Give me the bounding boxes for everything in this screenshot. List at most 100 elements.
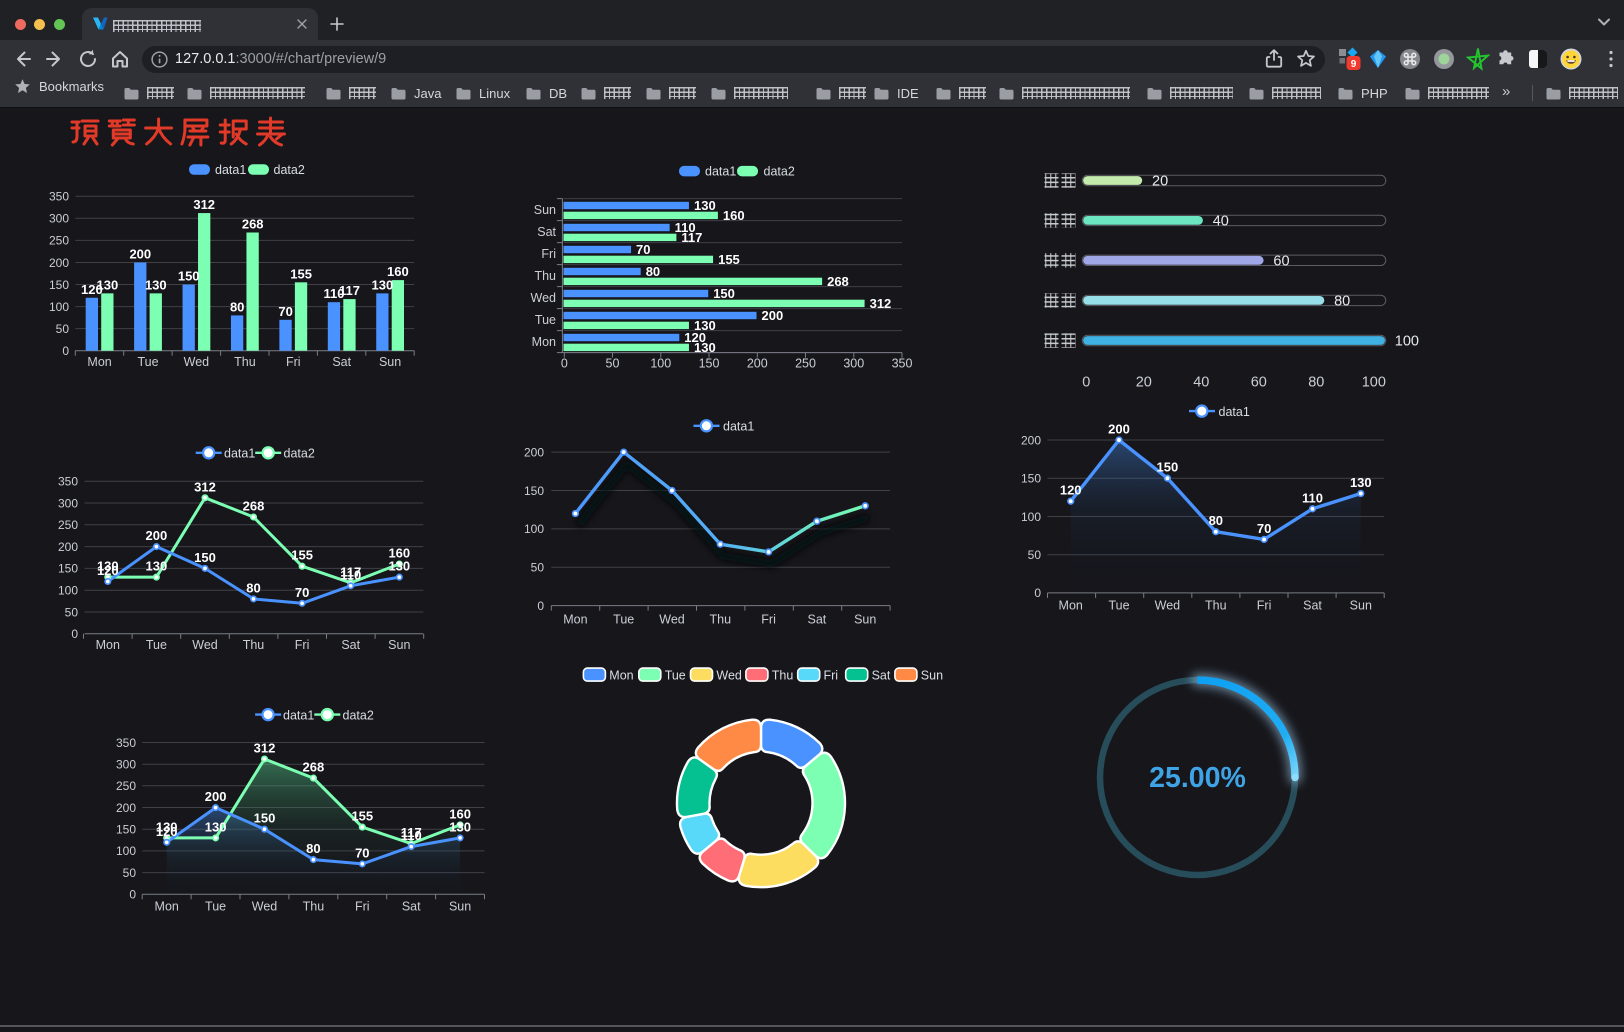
svg-text:70: 70	[1257, 521, 1271, 536]
svg-text:data1: data1	[1219, 405, 1250, 419]
svg-text:150: 150	[524, 484, 544, 498]
svg-text:70: 70	[355, 845, 369, 860]
svg-text:Sat: Sat	[537, 225, 556, 239]
svg-text:130: 130	[694, 198, 716, 213]
svg-text:25.00%: 25.00%	[1149, 762, 1246, 794]
svg-text:Thu: Thu	[534, 269, 556, 283]
svg-text:50: 50	[65, 605, 79, 619]
svg-text:250: 250	[49, 234, 69, 248]
svg-text:117: 117	[681, 230, 702, 245]
svg-text:130: 130	[97, 559, 119, 574]
svg-text:120: 120	[1060, 483, 1082, 498]
svg-text:200: 200	[524, 445, 544, 459]
svg-text:Wed: Wed	[659, 612, 685, 626]
svg-text:Sun: Sun	[388, 638, 410, 652]
svg-text:Sun: Sun	[379, 355, 401, 369]
svg-text:155: 155	[290, 266, 312, 281]
svg-text:117: 117	[340, 564, 361, 579]
svg-text:350: 350	[49, 190, 69, 204]
svg-text:50: 50	[56, 322, 70, 336]
svg-text:Fri: Fri	[541, 247, 556, 261]
svg-text:130: 130	[205, 819, 227, 834]
svg-text:150: 150	[1157, 460, 1179, 475]
svg-text:80: 80	[246, 580, 260, 595]
svg-text:Wed: Wed	[531, 291, 557, 305]
svg-text:50: 50	[123, 866, 137, 880]
svg-text:Sat: Sat	[341, 638, 360, 652]
svg-text:117: 117	[401, 825, 422, 840]
svg-text:50: 50	[531, 561, 545, 575]
svg-text:100: 100	[1021, 510, 1041, 524]
svg-text:Fri: Fri	[286, 355, 301, 369]
svg-text:Mon: Mon	[87, 355, 111, 369]
svg-text:130: 130	[372, 277, 394, 292]
svg-text:80: 80	[646, 264, 660, 279]
svg-text:data2: data2	[343, 708, 374, 722]
svg-text:40: 40	[1193, 374, 1209, 390]
svg-text:268: 268	[243, 499, 265, 514]
svg-text:100: 100	[49, 300, 69, 314]
svg-text:Tue: Tue	[1108, 599, 1129, 613]
svg-text:data2: data2	[274, 163, 305, 177]
svg-text:268: 268	[303, 760, 325, 775]
svg-text:Tue: Tue	[665, 669, 686, 683]
svg-text:150: 150	[58, 562, 78, 576]
svg-text:Sun: Sun	[921, 669, 943, 683]
svg-text:Sun: Sun	[449, 900, 471, 914]
svg-text:312: 312	[254, 741, 276, 756]
svg-text:data1: data1	[283, 708, 314, 722]
svg-text:110: 110	[401, 828, 422, 843]
svg-text:350: 350	[892, 356, 913, 370]
svg-text:Thu: Thu	[772, 669, 794, 683]
svg-text:300: 300	[116, 758, 136, 772]
svg-text:100: 100	[1362, 374, 1386, 390]
svg-text:250: 250	[116, 779, 136, 793]
svg-text:Thu: Thu	[1205, 599, 1227, 613]
svg-text:Mon: Mon	[1059, 599, 1083, 613]
svg-text:data2: data2	[284, 447, 315, 461]
svg-text:300: 300	[58, 496, 78, 510]
svg-text:200: 200	[762, 308, 784, 323]
svg-text:200: 200	[747, 356, 768, 370]
svg-text:Mon: Mon	[563, 612, 587, 626]
svg-text:80: 80	[306, 841, 320, 856]
svg-text:Tue: Tue	[535, 313, 556, 327]
svg-text:200: 200	[1021, 433, 1041, 447]
svg-text:Sat: Sat	[332, 355, 351, 369]
svg-text:120: 120	[97, 563, 119, 578]
svg-text:Mon: Mon	[155, 900, 179, 914]
svg-text:350: 350	[58, 475, 78, 489]
svg-text:60: 60	[1273, 254, 1289, 270]
svg-text:110: 110	[675, 220, 696, 235]
svg-text:150: 150	[1021, 472, 1041, 486]
svg-text:60: 60	[1251, 374, 1267, 390]
svg-text:20: 20	[1152, 174, 1168, 190]
svg-text:Fri: Fri	[295, 638, 310, 652]
svg-text:80: 80	[230, 299, 244, 314]
svg-text:Sun: Sun	[1350, 599, 1372, 613]
svg-text:80: 80	[1209, 513, 1223, 528]
svg-text:130: 130	[1350, 475, 1372, 490]
svg-text:Wed: Wed	[184, 355, 210, 369]
svg-text:data1: data1	[723, 420, 754, 434]
svg-text:100: 100	[1395, 334, 1419, 350]
svg-text:130: 130	[388, 559, 410, 574]
svg-text:Mon: Mon	[609, 669, 633, 683]
svg-text:312: 312	[193, 197, 215, 212]
svg-text:120: 120	[684, 330, 706, 345]
svg-text:200: 200	[116, 801, 136, 815]
svg-text:200: 200	[129, 247, 151, 262]
svg-text:Sat: Sat	[1303, 599, 1322, 613]
svg-text:300: 300	[843, 356, 864, 370]
svg-text:Tue: Tue	[613, 612, 634, 626]
svg-text:200: 200	[1108, 422, 1130, 437]
svg-text:268: 268	[827, 274, 849, 289]
svg-text:0: 0	[71, 627, 78, 641]
svg-text:350: 350	[116, 736, 136, 750]
svg-text:Sat: Sat	[402, 900, 421, 914]
svg-text:70: 70	[278, 304, 292, 319]
svg-text:130: 130	[97, 277, 119, 292]
svg-text:130: 130	[146, 559, 168, 574]
svg-text:Tue: Tue	[205, 900, 226, 914]
svg-text:200: 200	[146, 528, 168, 543]
